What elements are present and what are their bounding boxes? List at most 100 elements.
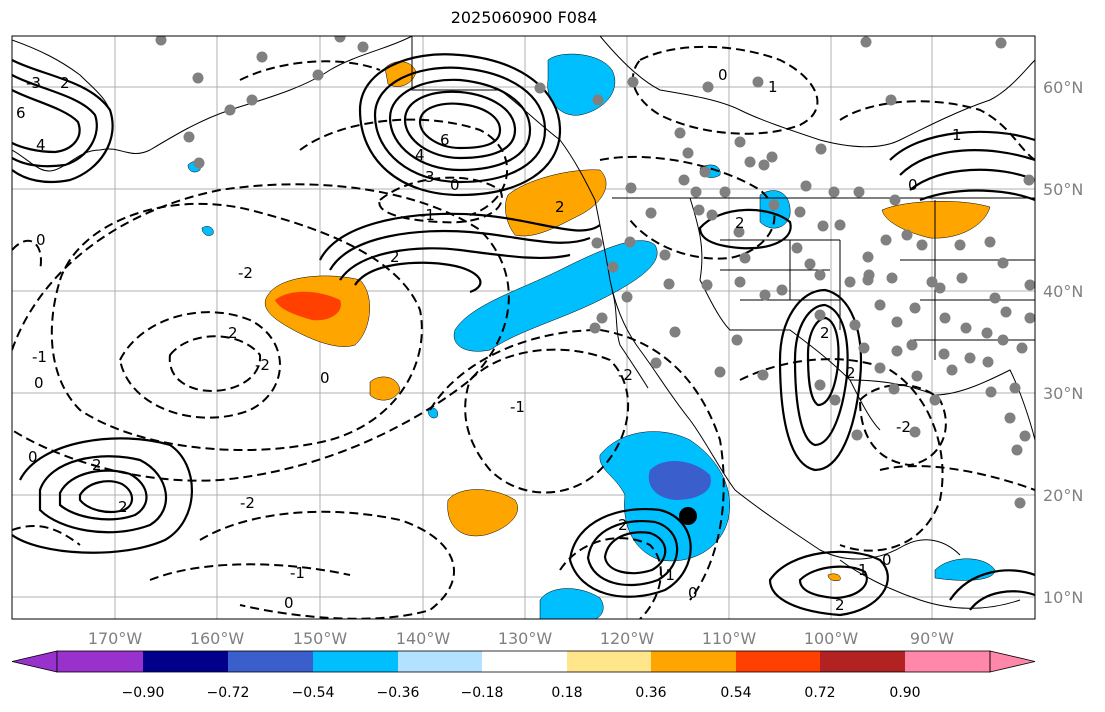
strong-negative-anomaly xyxy=(648,460,711,500)
station-dot xyxy=(768,199,780,211)
station-markers xyxy=(155,36,1035,509)
positive-height-contours xyxy=(12,53,1035,617)
station-dot xyxy=(758,159,770,171)
weak-negative-anomaly xyxy=(201,226,214,236)
contour-label: 2 xyxy=(555,198,565,216)
station-dot xyxy=(706,209,718,221)
station-dot xyxy=(791,242,803,254)
station-dot xyxy=(874,299,886,311)
colorbar-label: 0.54 xyxy=(720,685,751,701)
station-dot xyxy=(757,369,769,381)
contour-label: 2 xyxy=(228,324,238,342)
station-dot xyxy=(888,383,900,395)
contour-label: -2 xyxy=(240,494,255,512)
contour-label: -3 xyxy=(26,74,41,92)
station-dot xyxy=(752,76,764,88)
station-dot xyxy=(669,326,681,338)
colorbar-label: −0.72 xyxy=(207,685,250,701)
station-dot xyxy=(183,131,195,143)
contour-label: 2 xyxy=(735,214,745,232)
contour-label: 2 xyxy=(835,596,845,614)
station-dot xyxy=(1009,382,1021,394)
negative-anomaly-region xyxy=(539,588,604,619)
contour-labels: 6 4 2 -1 0 2 -2 0 0 0 2 2 -2 -1 0 -1 -2 … xyxy=(16,66,962,614)
contour-label: 1 xyxy=(952,126,962,144)
station-dot xyxy=(766,151,778,163)
station-dot xyxy=(1011,444,1023,456)
station-dot xyxy=(926,276,938,288)
station-dot xyxy=(192,72,204,84)
station-dot xyxy=(814,269,826,281)
contour-label: 0 xyxy=(688,584,698,602)
longitude-label: 170°W xyxy=(88,629,143,648)
colorbar: −0.90 −0.72 −0.54 −0.36 −0.18 0.18 0.36 0.54 0.7… xyxy=(11,650,1036,701)
station-dot xyxy=(734,276,746,288)
station-dot xyxy=(659,249,671,261)
longitude-label: 150°W xyxy=(293,629,348,648)
station-dot xyxy=(956,272,968,284)
longitude-label: 130°W xyxy=(498,629,553,648)
colorbar-segment xyxy=(313,651,398,672)
station-dot xyxy=(858,342,870,354)
station-dot xyxy=(734,136,746,148)
station-dot xyxy=(891,345,903,357)
colorbar-extend-high xyxy=(989,650,1036,673)
storm-center-marker xyxy=(679,507,697,525)
colorbar-label: −0.54 xyxy=(292,685,335,701)
contour-label: 0 xyxy=(320,369,330,387)
contour-label: 0 xyxy=(450,176,460,194)
station-dot xyxy=(815,143,827,155)
latitude-labels: 60°N 50°N 40°N 30°N 20°N 10°N xyxy=(1043,78,1083,607)
station-dot xyxy=(663,278,675,290)
positive-anomaly-region xyxy=(505,169,607,237)
colorbar-label: −0.18 xyxy=(461,685,504,701)
station-dot xyxy=(874,362,886,374)
station-dot xyxy=(682,147,694,159)
station-dot xyxy=(246,94,258,106)
colorbar-label: 0.18 xyxy=(551,685,582,701)
positive-anomaly-region xyxy=(881,201,991,239)
station-dot xyxy=(1024,312,1035,324)
colorbar-extend-low xyxy=(11,650,58,673)
latitude-label: 60°N xyxy=(1043,78,1083,97)
longitude-label: 140°W xyxy=(396,629,451,648)
station-dot xyxy=(916,239,928,251)
contour-label: 6 xyxy=(440,131,450,149)
colorbar-frame xyxy=(56,650,991,673)
station-dot xyxy=(1019,430,1031,442)
colorbar-segment xyxy=(736,651,820,672)
station-dot xyxy=(733,226,745,238)
positive-anomaly-region xyxy=(447,489,518,537)
contour-label: 2 xyxy=(390,248,400,266)
station-dot xyxy=(776,284,788,296)
graticule xyxy=(12,36,1035,619)
station-dot xyxy=(1004,412,1016,424)
colorbar-label: −0.90 xyxy=(122,685,165,701)
station-dot xyxy=(155,36,167,46)
station-dot xyxy=(693,204,705,216)
station-dot xyxy=(534,82,546,94)
contour-label: -2 xyxy=(255,356,270,374)
station-dot xyxy=(744,156,756,168)
station-dot xyxy=(960,322,972,334)
longitude-label: 120°W xyxy=(600,629,655,648)
colorbar-segment xyxy=(143,651,228,672)
station-dot xyxy=(909,302,921,314)
contour-label: 3 xyxy=(425,168,435,186)
station-dot xyxy=(627,76,639,88)
strong-positive-anomaly xyxy=(275,291,341,321)
station-dot xyxy=(650,357,662,369)
station-dot xyxy=(759,289,771,301)
station-dot xyxy=(701,279,713,291)
station-dot xyxy=(901,229,913,241)
contour-label: -1 xyxy=(660,566,675,584)
station-dot xyxy=(844,276,856,288)
contour-label: -1 xyxy=(290,564,305,582)
station-dot xyxy=(828,186,840,198)
contour-label: 0 xyxy=(908,176,918,194)
station-dot xyxy=(909,426,921,438)
colorbar-segment xyxy=(482,651,567,672)
station-dot xyxy=(891,316,903,328)
station-dot xyxy=(981,327,993,339)
map-title: 2025060900 F084 xyxy=(450,8,598,27)
